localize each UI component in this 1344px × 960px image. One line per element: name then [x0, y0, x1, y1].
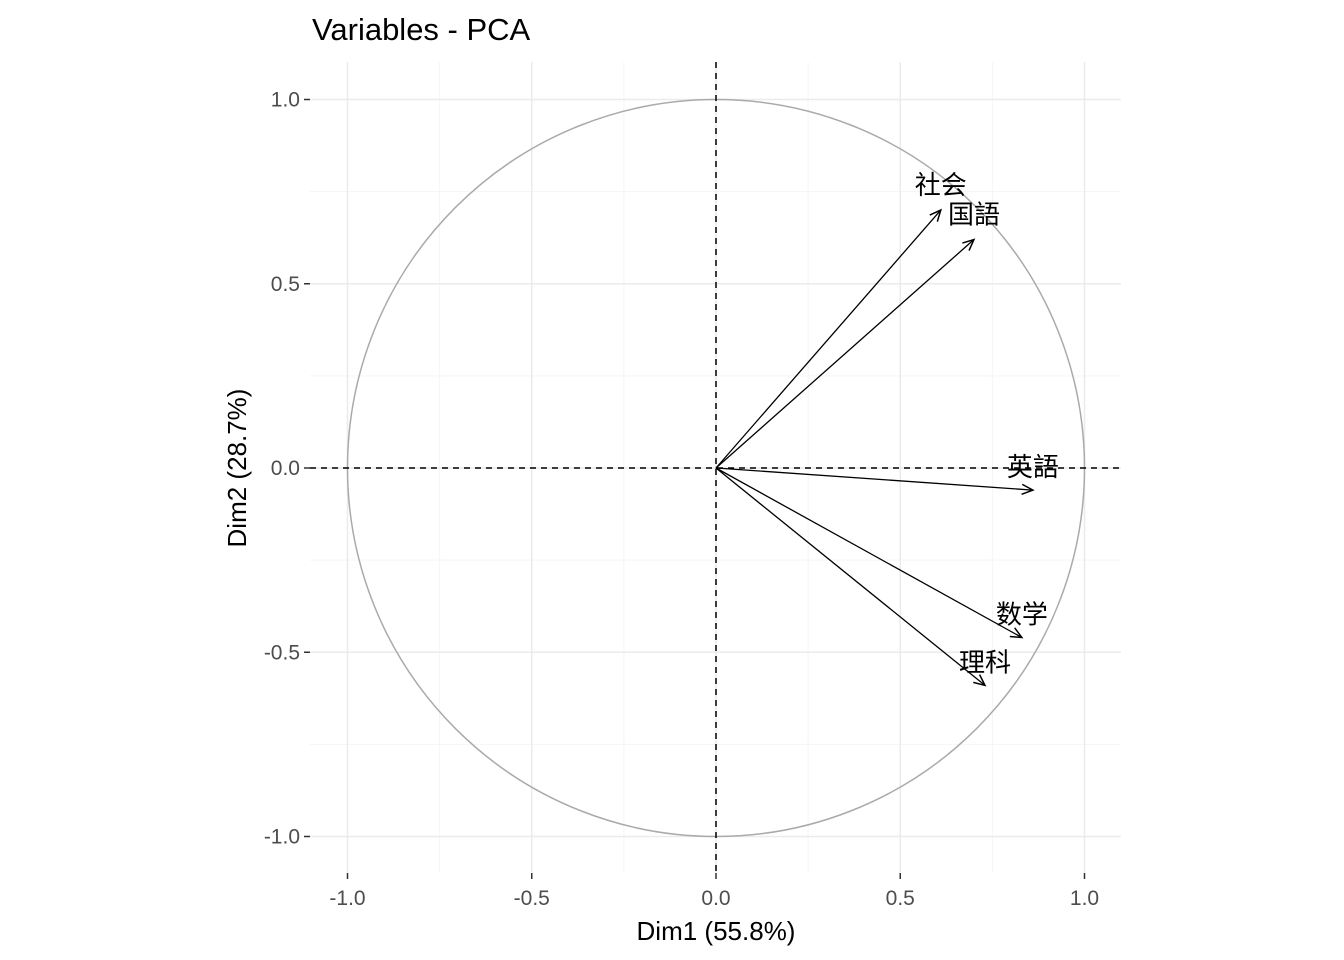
y-axis-title: Dim2 (28.7%)	[222, 389, 252, 548]
variable-arrow	[715, 467, 987, 687]
x-tick-label: 1.0	[1070, 887, 1099, 910]
y-tick-label: -0.5	[264, 641, 300, 664]
x-tick-label: -1.0	[329, 887, 365, 910]
variable-label: 数学	[996, 601, 1048, 631]
y-tick-label: 1.0	[271, 89, 300, 112]
variable-label: 英語	[1007, 453, 1059, 483]
variable-arrow	[715, 208, 942, 469]
variable-arrow	[715, 238, 976, 469]
variable-label: 国語	[948, 201, 1000, 231]
x-tick-label: -0.5	[514, 887, 550, 910]
variable-label: 理科	[959, 648, 1011, 678]
variable-arrows	[715, 208, 1035, 687]
y-tick-label: 0.0	[271, 457, 300, 480]
y-tick-label: 0.5	[271, 273, 300, 296]
variable-label: 社会	[915, 171, 967, 201]
variable-arrow	[715, 467, 1035, 496]
axis-ticks: -1.0 -0.5 0.0 0.5 1.0 -1.0 -0.5 0.0 0.5 1.0	[264, 89, 1099, 911]
x-tick-label: 0.0	[701, 887, 730, 910]
variable-arrow	[715, 467, 1024, 639]
chart-title: Variables - PCA	[312, 12, 531, 47]
x-tick-label: 0.5	[886, 887, 915, 910]
x-axis-title: Dim1 (55.8%)	[637, 916, 796, 946]
reference-lines	[310, 62, 1121, 873]
y-tick-label: -1.0	[264, 826, 300, 849]
